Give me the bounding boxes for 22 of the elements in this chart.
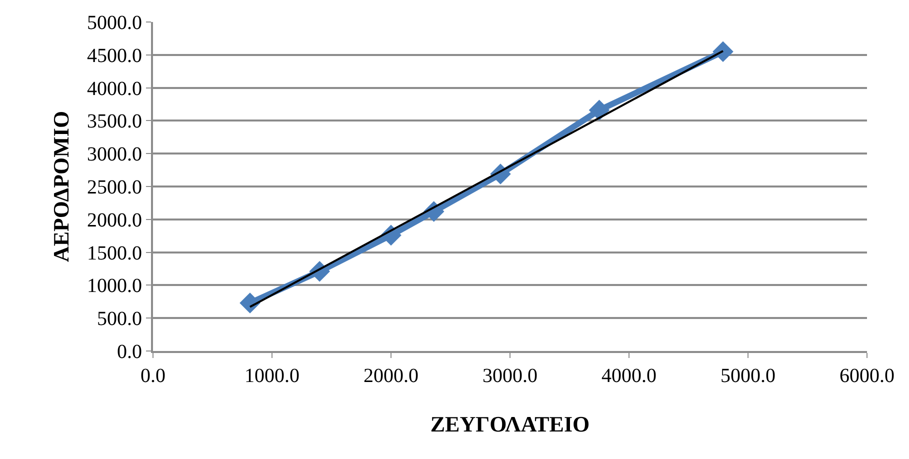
y-tick-label: 2000.0 <box>87 209 142 232</box>
x-tick-label: 4000.0 <box>602 365 656 387</box>
x-tick-label: 0.0 <box>140 365 166 387</box>
y-tick-label: 2500.0 <box>87 176 142 198</box>
x-axis-title: ΖΕΥΓΟΛΑΤΕΙΟ <box>430 411 590 436</box>
point <box>712 41 734 62</box>
y-tick-label: 3000.0 <box>87 144 142 166</box>
point <box>588 100 610 121</box>
y-tick-label: 0.0 <box>117 341 142 363</box>
y-tick-label: 1000.0 <box>87 275 142 298</box>
y-tick-label: 5000.0 <box>87 12 142 34</box>
y-tick-label: 4000.0 <box>87 78 142 100</box>
y-tick-label: 1500.0 <box>87 242 142 264</box>
x-tick-label: 3000.0 <box>482 365 538 387</box>
x-tick-label: 2000.0 <box>364 365 418 387</box>
y-tick-label: 3500.0 <box>87 110 142 133</box>
y-tick-label: 4500.0 <box>87 44 142 67</box>
x-tick-label: 5000.0 <box>720 365 776 387</box>
x-tick-label: 6000.0 <box>840 365 894 387</box>
y-tick-label: 500.0 <box>97 308 142 330</box>
y-axis-title: ΑΕΡΟΔΡΟΜΙΟ <box>48 110 74 262</box>
x-tick-label: 1000.0 <box>244 365 300 387</box>
